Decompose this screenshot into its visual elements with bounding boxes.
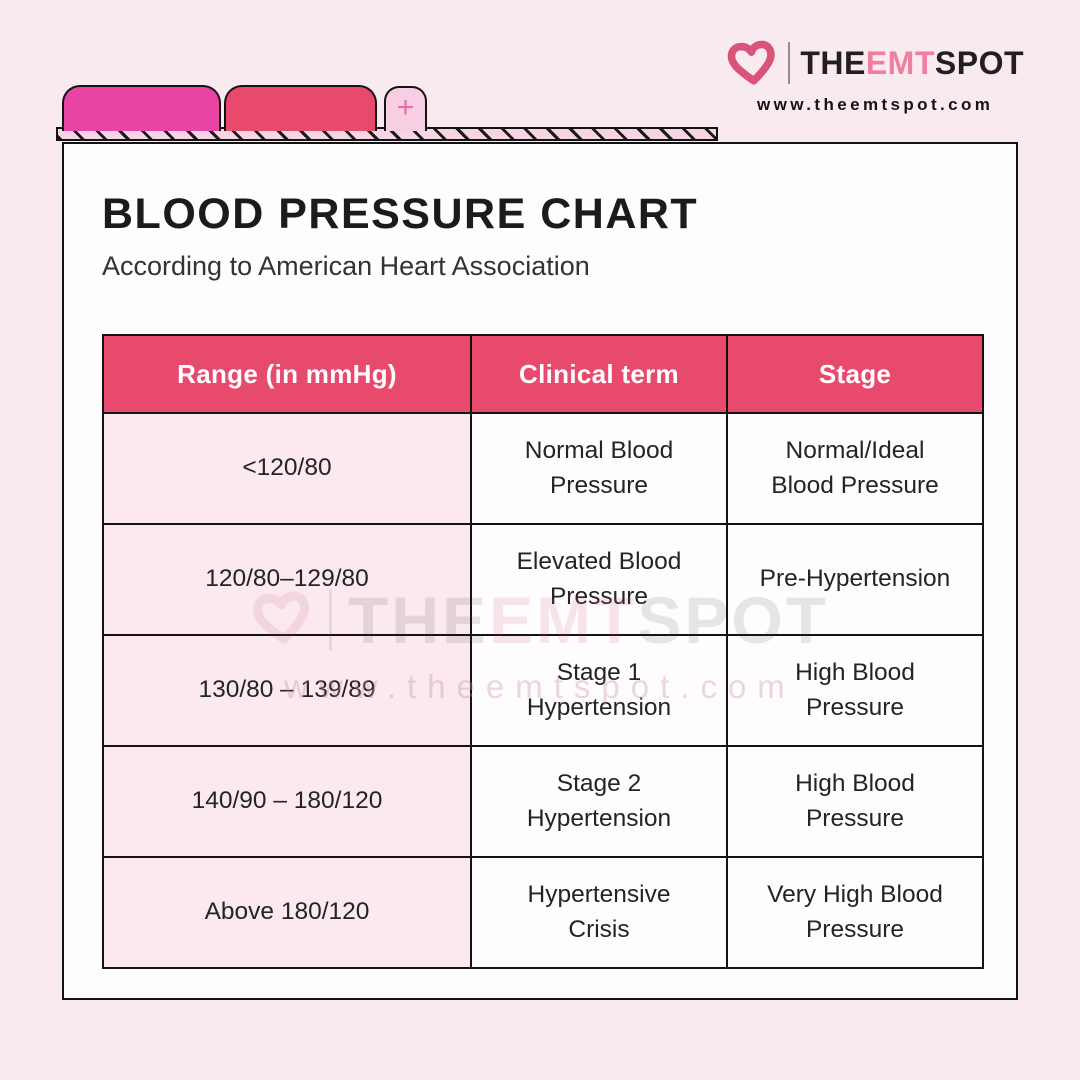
cell-range: Above 180/120 bbox=[102, 856, 472, 969]
cell-stage: Very High Blood Pressure bbox=[726, 856, 984, 969]
cell-clinical-term: Elevated Blood Pressure bbox=[470, 523, 728, 636]
plus-icon: + bbox=[396, 90, 415, 124]
content-card: BLOOD PRESSURE CHART According to Americ… bbox=[62, 142, 1018, 1000]
brand-name: THEEMTSPOT bbox=[800, 45, 1024, 82]
website-url: www.theemtspot.com bbox=[757, 95, 994, 114]
logo-divider bbox=[788, 42, 791, 84]
table-header-row: Range (in mmHg) Clinical term Stage bbox=[102, 334, 984, 414]
cell-clinical-term: Stage 2 Hypertension bbox=[470, 745, 728, 858]
cell-stage: High Blood Pressure bbox=[726, 634, 984, 747]
table-row: 140/90 – 180/120 Stage 2 Hypertension Hi… bbox=[102, 745, 984, 858]
table-row: <120/80 Normal Blood Pressure Normal/Ide… bbox=[102, 412, 984, 525]
blood-pressure-table: Range (in mmHg) Clinical term Stage <120… bbox=[102, 334, 984, 969]
new-tab-button: + bbox=[384, 86, 427, 131]
tab-rose bbox=[224, 85, 377, 131]
column-header-stage: Stage bbox=[726, 334, 984, 414]
table-row: 130/80 – 139/89 Stage 1 Hypertension Hig… bbox=[102, 634, 984, 747]
page-title: BLOOD PRESSURE CHART bbox=[102, 190, 699, 238]
cell-stage: Normal/Ideal Blood Pressure bbox=[726, 412, 984, 525]
browser-tabs: + bbox=[62, 85, 427, 131]
brand-name-spot: SPOT bbox=[934, 44, 1024, 81]
page-subtitle: According to American Heart Association bbox=[102, 251, 590, 281]
heart-icon bbox=[726, 40, 778, 86]
column-header-range: Range (in mmHg) bbox=[102, 334, 472, 414]
cell-clinical-term: Stage 1 Hypertension bbox=[470, 634, 728, 747]
brand-name-the: THE bbox=[800, 44, 866, 81]
table-row: 120/80–129/80 Elevated Blood Pressure Pr… bbox=[102, 523, 984, 636]
column-header-clinical-term: Clinical term bbox=[470, 334, 728, 414]
brand-logo: THEEMTSPOT www.theemtspot.com bbox=[726, 40, 1024, 115]
cell-range: 140/90 – 180/120 bbox=[102, 745, 472, 858]
cell-range: 130/80 – 139/89 bbox=[102, 634, 472, 747]
cell-range: 120/80–129/80 bbox=[102, 523, 472, 636]
brand-name-emt: EMT bbox=[865, 44, 935, 81]
cell-range: <120/80 bbox=[102, 412, 472, 525]
tab-magenta bbox=[62, 85, 221, 131]
cell-stage: High Blood Pressure bbox=[726, 745, 984, 858]
cell-clinical-term: Hypertensive Crisis bbox=[470, 856, 728, 969]
cell-clinical-term: Normal Blood Pressure bbox=[470, 412, 728, 525]
brand-logo-row: THEEMTSPOT bbox=[726, 40, 1024, 86]
cell-stage: Pre-Hypertension bbox=[726, 523, 984, 636]
table-row: Above 180/120 Hypertensive Crisis Very H… bbox=[102, 856, 984, 969]
